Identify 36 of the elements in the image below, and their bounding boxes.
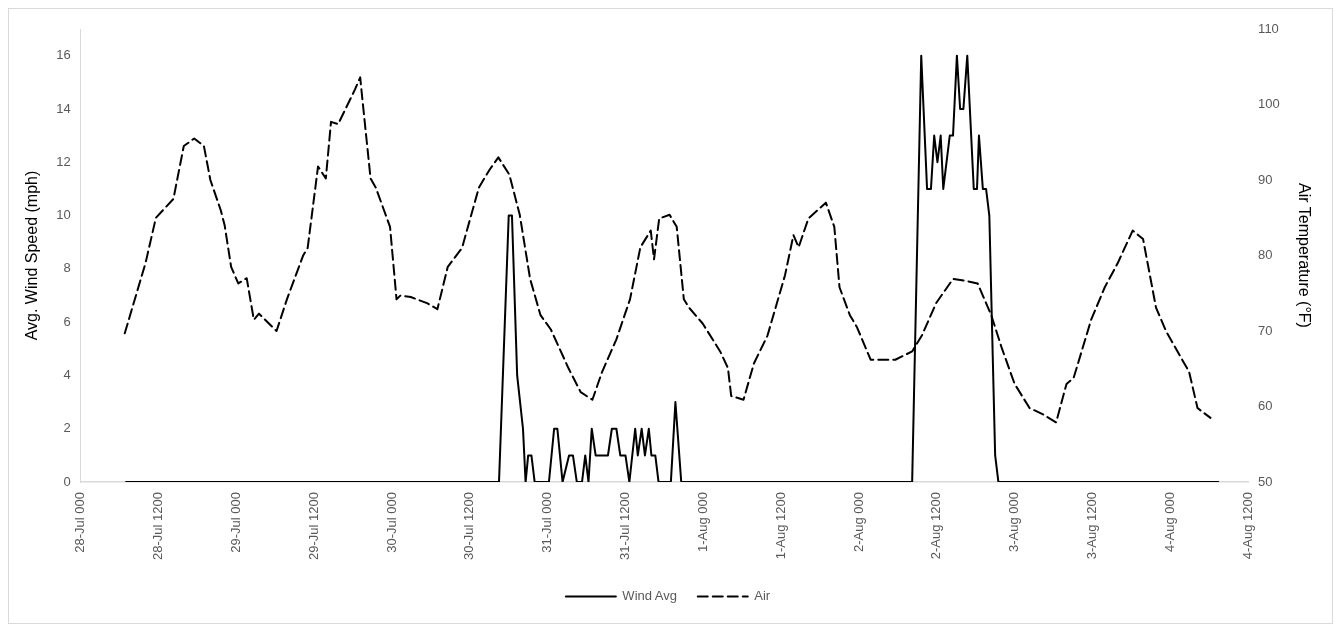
y2-tick-label: 80 [1258, 247, 1273, 263]
x-tick-label: 1-Aug 1200 [772, 492, 788, 560]
y-tick-label: 0 [63, 473, 71, 489]
x-tick-label: 2-Aug 000 [850, 492, 866, 553]
x-tick-label: 28-Jul 1200 [150, 492, 166, 561]
y-tick-label: 10 [56, 207, 71, 223]
y2-tick-label: 90 [1258, 171, 1273, 187]
x-tick-label: 3-Aug 1200 [1084, 492, 1100, 560]
y-tick-label: 14 [56, 100, 71, 116]
y-tick-label: 12 [56, 153, 71, 169]
y-tick-label: 8 [63, 260, 71, 276]
y2-tick-label: 60 [1258, 398, 1273, 414]
y-tick-label: 2 [63, 420, 71, 436]
x-tick-label: 4-Aug 1200 [1239, 492, 1255, 560]
y-tick-label: 16 [56, 47, 71, 63]
y2-axis-title: Air Temperature (°F) [1295, 183, 1313, 328]
x-tick-label: 4-Aug 000 [1161, 492, 1177, 553]
y2-tick-label: 100 [1258, 96, 1280, 112]
x-tick-label: 29-Jul 1200 [305, 492, 321, 561]
x-tick-label: 31-Jul 1200 [617, 492, 633, 561]
x-tick-label: 30-Jul 000 [383, 492, 399, 553]
y-axis-title: Avg. Wind Speed (mph) [23, 170, 41, 341]
legend-label: Air [754, 588, 771, 604]
x-tick-label: 30-Jul 1200 [461, 492, 477, 561]
y-tick-label: 6 [63, 313, 71, 329]
x-tick-label: 31-Jul 000 [539, 492, 555, 553]
x-tick-label: 28-Jul 000 [72, 492, 88, 553]
legend-label: Wind Avg [622, 588, 678, 604]
x-tick-label: 29-Jul 000 [227, 492, 243, 553]
x-tick-label: 1-Aug 000 [694, 492, 710, 553]
y2-tick-label: 110 [1258, 20, 1279, 36]
y2-tick-label: 70 [1258, 322, 1273, 338]
y-tick-label: 4 [63, 367, 71, 383]
x-tick-label: 2-Aug 1200 [928, 492, 944, 560]
y2-tick-label: 50 [1258, 473, 1273, 489]
x-tick-label: 3-Aug 000 [1006, 492, 1022, 553]
